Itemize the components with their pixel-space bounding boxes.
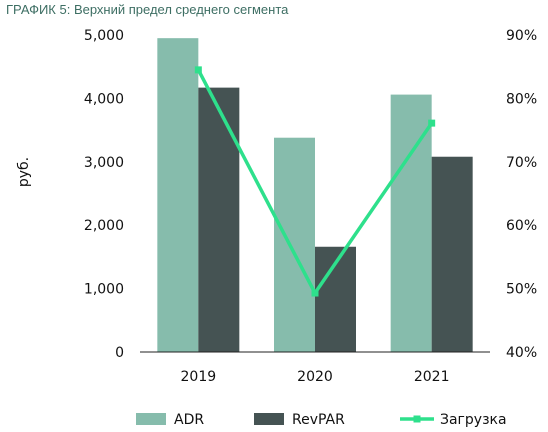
- left-tick-label: 5,000: [84, 28, 124, 44]
- right-tick-label: 60%: [506, 218, 537, 234]
- right-tick-label: 90%: [506, 28, 537, 44]
- legend-swatch-adr: [136, 413, 166, 425]
- bar-adr-2021: [390, 94, 432, 352]
- occupancy-point-2021: [428, 119, 436, 127]
- bars: [157, 38, 473, 353]
- left-tick-label: 4,000: [84, 91, 124, 107]
- occupancy-point-2019: [194, 66, 202, 74]
- chart-title: ГРАФИК 5: Верхний предел среднего сегмен…: [6, 2, 289, 17]
- y-axis-label: руб.: [16, 157, 32, 187]
- right-tick-label: 40%: [506, 345, 537, 361]
- legend-label: ADR: [174, 412, 204, 428]
- bar-adr-2020: [274, 137, 315, 352]
- legend-label: Загрузка: [440, 412, 507, 428]
- bar-revpar-2019: [198, 87, 240, 352]
- legend: ADR RevPAR Загрузка: [136, 412, 507, 428]
- x-axis-ticks: 2019 2020 2021: [181, 369, 450, 385]
- occupancy-line-series: [194, 66, 436, 297]
- right-tick-label: 70%: [506, 155, 537, 171]
- occupancy-point-2020: [311, 289, 319, 297]
- bar-revpar-2021: [431, 156, 473, 352]
- right-tick-label: 50%: [506, 282, 537, 298]
- right-axis-ticks: 40% 50% 60% 70% 80% 90%: [506, 28, 537, 361]
- x-tick-label: 2019: [181, 369, 217, 385]
- left-axis-ticks: 0 1,000 2,000 3,000 4,000 5,000: [84, 28, 124, 361]
- bar-adr-2019: [157, 38, 199, 353]
- left-tick-label: 3,000: [84, 155, 124, 171]
- left-tick-label: 1,000: [84, 282, 124, 298]
- legend-label: RevPAR: [292, 412, 345, 428]
- right-tick-label: 80%: [506, 91, 537, 107]
- x-tick-label: 2021: [414, 369, 450, 385]
- x-tick-label: 2020: [297, 369, 333, 385]
- legend-swatch-revpar: [254, 413, 284, 425]
- left-tick-label: 2,000: [84, 218, 124, 234]
- legend-swatch-marker: [413, 415, 421, 423]
- left-tick-label: 0: [115, 345, 124, 361]
